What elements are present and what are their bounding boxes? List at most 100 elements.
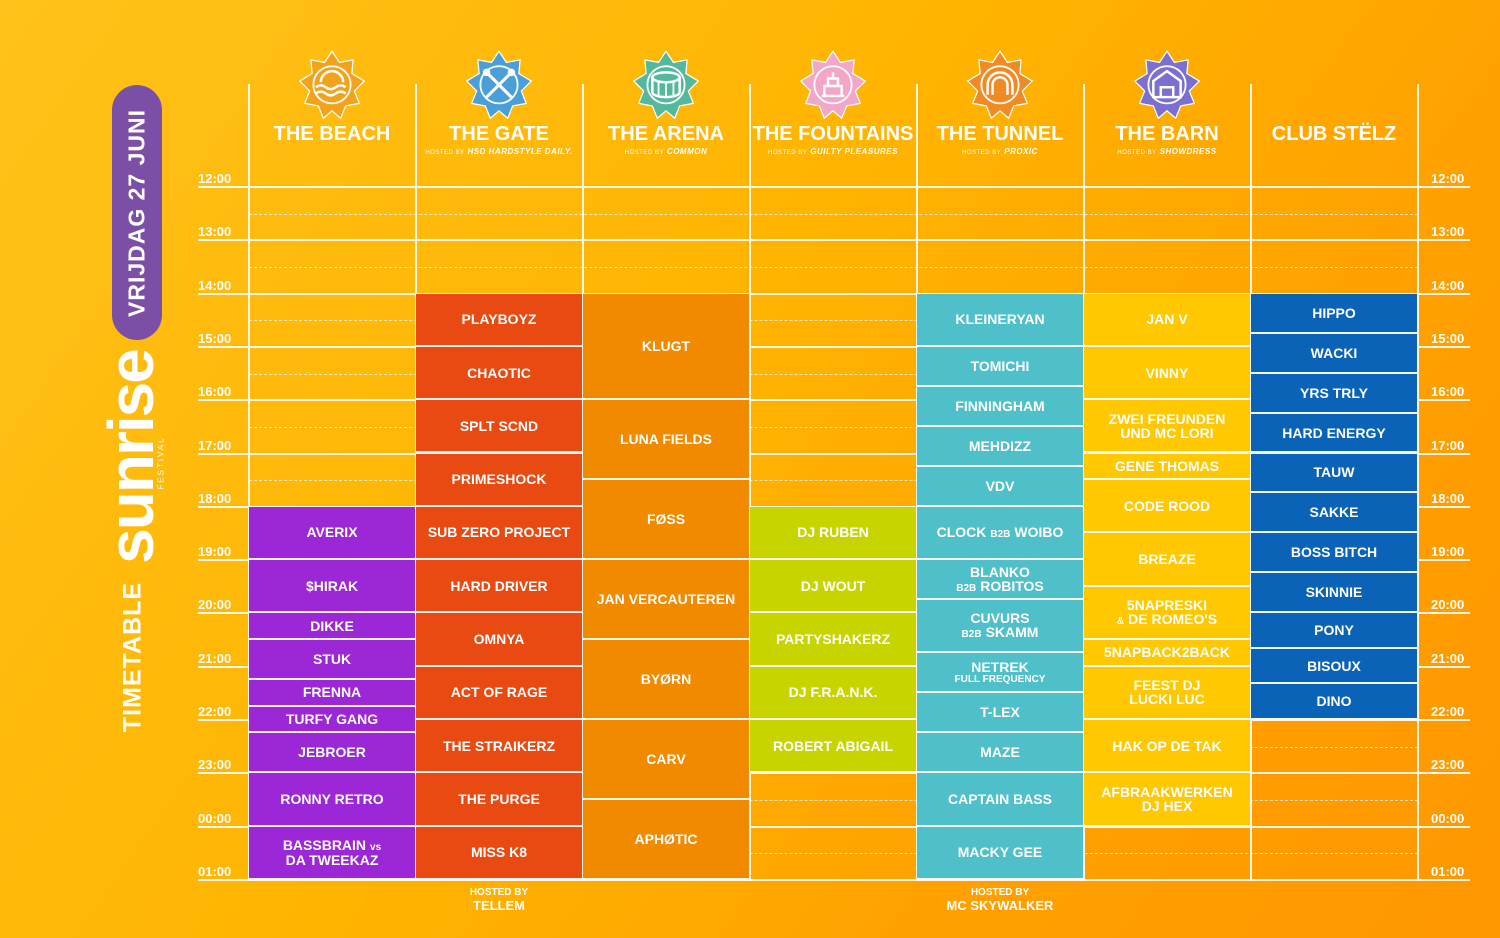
artist-slot[interactable]: HARD DRIVER (416, 560, 582, 614)
artist-slot[interactable]: HIPPO (1251, 293, 1417, 334)
artist-slot[interactable]: THE STRAIKERZ (416, 720, 582, 774)
artist-slot[interactable]: AFBRAAKWERKEN DJ HEX (1084, 773, 1250, 827)
artist-slot[interactable]: FINNINGHAM (917, 386, 1083, 427)
artist-slot[interactable]: CHAOTIC (416, 346, 582, 401)
artist-slot[interactable]: TOMICHI (917, 346, 1083, 387)
artist-slot[interactable]: CLOCK B2B WOIBO (917, 506, 1083, 561)
artist-slot[interactable]: HAK OP DE TAK (1084, 720, 1250, 774)
artist-slot[interactable]: ACT OF RAGE (416, 666, 582, 720)
artist-line-2: B2B ROBITOS (956, 579, 1044, 594)
tunnel-icon (966, 50, 1034, 120)
artist-slot[interactable]: DJ RUBEN (750, 506, 916, 561)
column-line (248, 84, 250, 881)
artist-slot[interactable]: SPLT SCND (416, 400, 582, 454)
artist-line: BASSBRAIN vs (283, 838, 381, 853)
artist-name: SAKKE (1309, 504, 1359, 521)
artist-slot[interactable]: MEHDIZZ (917, 426, 1083, 467)
stage-header: THE BEACH (249, 50, 415, 145)
versus-label: vs (370, 841, 382, 853)
artist-slot[interactable]: TURFY GANG (249, 706, 415, 734)
artist-slot[interactable]: OMNYA (416, 613, 582, 667)
artist-slot[interactable]: SAKKE (1251, 493, 1417, 534)
artist-slot[interactable]: FEEST DJ LUCKI LUC (1084, 666, 1250, 720)
footer-prefix: HOSTED BY (469, 887, 529, 898)
artist-slot[interactable]: CAPTAIN BASS (917, 773, 1083, 827)
artist-slot[interactable]: SKINNIE (1251, 573, 1417, 614)
artist-name: JAN V (1146, 311, 1188, 328)
artist-slot[interactable]: KLUGT (583, 293, 749, 401)
artist-slot[interactable]: STUK (249, 640, 415, 681)
artist-slot[interactable]: 5NAPBACK2BACK (1084, 640, 1250, 667)
artist-slot[interactable]: CARV (583, 720, 749, 800)
artist-slot[interactable]: NETREK FULL FREQUENCY (917, 653, 1083, 694)
column-line (749, 84, 751, 881)
hour-line (198, 825, 1470, 828)
half-hour-line (249, 266, 1418, 268)
artist-slot[interactable]: MISS K8 (416, 826, 582, 880)
artist-slot[interactable]: T-LEX (917, 693, 1083, 734)
artist-slot[interactable]: MAZE (917, 733, 1083, 774)
artist-slot[interactable]: DJ WOUT (750, 560, 916, 614)
artist-slot[interactable]: CODE ROOD (1084, 480, 1250, 534)
artist-name-2: WOIBO (1014, 523, 1064, 540)
barn-icon (1133, 50, 1201, 120)
artist-line: RONNY RETRO (280, 792, 383, 806)
artist-slot[interactable]: VDV (917, 466, 1083, 507)
artist-name: FRENNA (302, 684, 362, 701)
artist-slot[interactable]: BISOUX (1251, 649, 1417, 685)
artist-name: YRS TRLY (1300, 384, 1368, 401)
artist-slot[interactable]: $HIRAK (249, 560, 415, 614)
artist-slot[interactable]: GENE THOMAS (1084, 453, 1250, 481)
artist-slot[interactable]: DJ F.R.A.N.K. (750, 666, 916, 720)
artist-line: BLANKO (970, 565, 1030, 579)
artist-slot[interactable]: PARTYSHAKERZ (750, 613, 916, 667)
artist-name: TURFY GANG (285, 710, 379, 727)
artist-line: BOSS BITCH (1291, 545, 1377, 559)
artist-name: CARV (646, 750, 686, 767)
artist-slot[interactable]: ROBERT ABIGAIL (750, 720, 916, 774)
artist-slot[interactable]: SUB ZERO PROJECT (416, 506, 582, 561)
artist-slot[interactable]: THE PURGE (416, 773, 582, 827)
artist-slot[interactable]: JAN VERCAUTEREN (583, 560, 749, 641)
artist-slot[interactable]: BASSBRAIN vs DA TWEEKAZ (249, 826, 415, 880)
artist-line: JAN VERCAUTEREN (597, 592, 735, 606)
artist-slot[interactable]: KLEINERYAN (917, 293, 1083, 347)
artist-name: TAUW (1313, 464, 1355, 481)
artist-slot[interactable]: PRIMESHOCK (416, 453, 582, 507)
artist-line: YRS TRLY (1300, 386, 1368, 400)
artist-slot[interactable]: TAUW (1251, 453, 1417, 494)
artist-slot[interactable]: PONY (1251, 613, 1417, 650)
artist-name: HARD DRIVER (450, 577, 548, 594)
stage-host: HOSTED BY SHOWDRESS (1084, 147, 1250, 156)
artist-line: MEHDIZZ (969, 439, 1031, 453)
artist-slot[interactable]: FRENNA (249, 680, 415, 707)
artist-slot[interactable]: BLANKO B2B ROBITOS (917, 560, 1083, 601)
artist-slot[interactable]: CUVURS B2B SKAMM (917, 600, 1083, 654)
artist-name: GENE THOMAS (1114, 457, 1220, 474)
artist-name: PRIMESHOCK (451, 471, 547, 488)
artist-slot[interactable]: ZWEI FREUNDEN UND MC LORI (1084, 400, 1250, 454)
artist-slot[interactable]: VINNY (1084, 346, 1250, 401)
artist-slot[interactable]: HARD ENERGY (1251, 413, 1417, 454)
artist-slot[interactable]: FØSS (583, 480, 749, 561)
artist-name: SUB ZERO PROJECT (427, 524, 571, 541)
artist-slot[interactable]: MACKY GEE (917, 826, 1083, 880)
artist-slot[interactable]: LUNA FIELDS (583, 400, 749, 481)
artist-slot[interactable]: BOSS BITCH (1251, 533, 1417, 574)
artist-slot[interactable]: DINO (1251, 684, 1417, 720)
artist-slot[interactable]: JAN V (1084, 293, 1250, 347)
artist-slot[interactable]: PLAYBOYZ (416, 293, 582, 347)
artist-name: BREAZE (1138, 551, 1196, 568)
artist-slot[interactable]: 5NAPRESKI & DE ROMEO'S (1084, 586, 1250, 641)
artist-name: BLANKO (970, 563, 1030, 580)
artist-slot[interactable]: BYØRN (583, 640, 749, 720)
artist-slot[interactable]: YRS TRLY (1251, 373, 1417, 414)
artist-slot[interactable]: WACKI (1251, 333, 1417, 374)
artist-slot[interactable]: RONNY RETRO (249, 773, 415, 827)
stage-host: HOSTED BY COMMON (583, 147, 749, 156)
artist-slot[interactable]: JEBROER (249, 733, 415, 774)
artist-slot[interactable]: DIKKE (249, 613, 415, 641)
artist-slot[interactable]: APHØTIC (583, 799, 749, 880)
artist-slot[interactable]: AVERIX (249, 506, 415, 561)
artist-slot[interactable]: BREAZE (1084, 533, 1250, 587)
